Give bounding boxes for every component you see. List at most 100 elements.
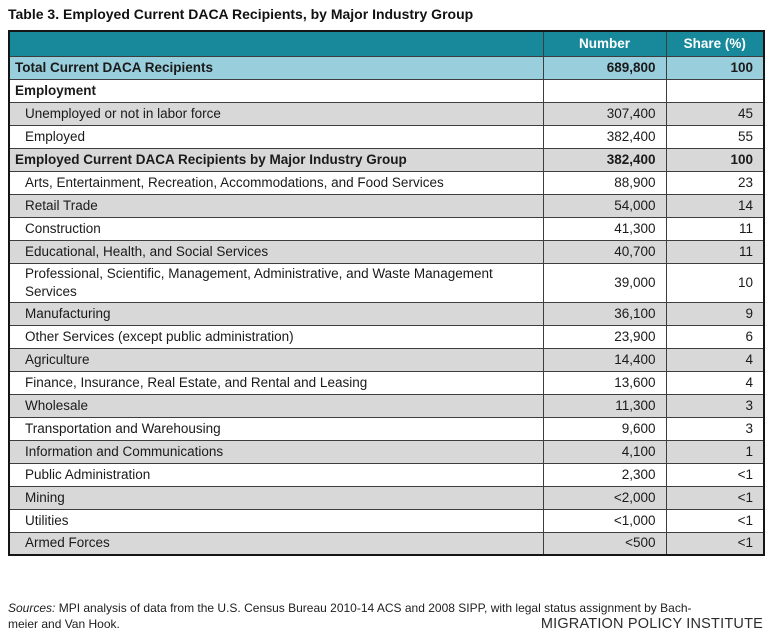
- row-share: 45: [665, 101, 765, 126]
- row-number: 307,400: [542, 101, 667, 126]
- row-number: 14,400: [542, 347, 667, 372]
- row-share: <1: [665, 462, 765, 487]
- row-label: Information and Communications: [8, 439, 544, 464]
- row-share: <1: [665, 508, 765, 533]
- row-label: Mining: [8, 485, 544, 510]
- table-body: Total Current DACA Recipients 689,800 100 E…: [8, 55, 765, 556]
- sources-note-line2: meier and Van Hook.: [8, 617, 120, 631]
- table-row: Mining <2,000 <1: [8, 485, 765, 510]
- row-share: <1: [665, 531, 765, 556]
- row-share: 55: [665, 124, 765, 149]
- row-number: 382,400: [542, 147, 667, 172]
- row-label: Educational, Health, and Social Services: [8, 239, 544, 264]
- row-number: 11,300: [542, 393, 667, 418]
- footer-line2: meier and Van Hook. MIGRATION POLICY INS…: [8, 617, 763, 632]
- row-share: 14: [665, 193, 765, 218]
- row-number: 382,400: [542, 124, 667, 149]
- row-label: Total Current DACA Recipients: [8, 55, 544, 80]
- row-share: 100: [665, 147, 765, 172]
- table-row: Transportation and Warehousing 9,600 3: [8, 416, 765, 441]
- table-row: Construction 41,300 11: [8, 216, 765, 241]
- table-row: Employed Current DACA Recipients by Majo…: [8, 147, 765, 172]
- row-number: 41,300: [542, 216, 667, 241]
- row-label: Utilities: [8, 508, 544, 533]
- row-label: Unemployed or not in labor force: [8, 101, 544, 126]
- table-row: Unemployed or not in labor force 307,400 4…: [8, 101, 765, 126]
- row-label: Arts, Entertainment, Recreation, Accommo…: [8, 170, 544, 195]
- table-title: Table 3. Employed Current DACA Recipient…: [8, 6, 474, 22]
- row-label: Wholesale: [8, 393, 544, 418]
- table-row: Finance, Insurance, Real Estate, and Ren…: [8, 370, 765, 395]
- daca-industry-table: Number Share (%) Total Current DACA Reci…: [8, 30, 765, 556]
- row-share: 100: [665, 55, 765, 80]
- row-label: Employed: [8, 124, 544, 149]
- row-share: 1: [665, 439, 765, 464]
- row-share: 3: [665, 416, 765, 441]
- table-row: Utilities <1,000 <1: [8, 508, 765, 533]
- table-row: Retail Trade 54,000 14: [8, 193, 765, 218]
- header-cell-number: Number: [542, 30, 667, 57]
- table-row: Other Services (except public administra…: [8, 324, 765, 349]
- row-number: 13,600: [542, 370, 667, 395]
- row-share: 4: [665, 347, 765, 372]
- row-number: [542, 78, 667, 103]
- table-row: Educational, Health, and Social Services…: [8, 239, 765, 264]
- row-label: Public Administration: [8, 462, 544, 487]
- table-row: Public Administration 2,300 <1: [8, 462, 765, 487]
- table-header: Number Share (%): [8, 30, 765, 57]
- table-footer: Sources: MPI analysis of data from the U…: [8, 601, 763, 632]
- table-row: Wholesale 11,300 3: [8, 393, 765, 418]
- row-label: Employed Current DACA Recipients by Majo…: [8, 147, 544, 172]
- row-share: 10: [665, 262, 765, 303]
- table-row: Agriculture 14,400 4: [8, 347, 765, 372]
- row-share: 11: [665, 239, 765, 264]
- row-number: 88,900: [542, 170, 667, 195]
- row-number: <500: [542, 531, 667, 556]
- row-number: 2,300: [542, 462, 667, 487]
- row-number: 36,100: [542, 301, 667, 326]
- row-number: 689,800: [542, 55, 667, 80]
- row-share: 11: [665, 216, 765, 241]
- header-cell-label: [8, 30, 544, 57]
- row-number: 40,700: [542, 239, 667, 264]
- row-number: 23,900: [542, 324, 667, 349]
- row-share: 4: [665, 370, 765, 395]
- brand-wordmark: MIGRATION POLICY INSTITUTE: [540, 616, 763, 632]
- table-row: Manufacturing 36,100 9: [8, 301, 765, 326]
- row-label: Employment: [8, 78, 544, 103]
- sources-text: MPI analysis of data from the U.S. Censu…: [55, 601, 692, 615]
- row-number: 9,600: [542, 416, 667, 441]
- row-number: 39,000: [542, 262, 667, 303]
- table-row: Armed Forces <500 <1: [8, 531, 765, 556]
- row-number: <2,000: [542, 485, 667, 510]
- table-row: Professional, Scientific, Management, Ad…: [8, 262, 765, 303]
- table-row: Total Current DACA Recipients 689,800 100: [8, 55, 765, 80]
- row-share: 23: [665, 170, 765, 195]
- sources-label: Sources:: [8, 601, 56, 615]
- row-share: <1: [665, 485, 765, 510]
- row-label: Other Services (except public administra…: [8, 324, 544, 349]
- row-number: 4,100: [542, 439, 667, 464]
- row-share: 9: [665, 301, 765, 326]
- table-row: Employment: [8, 78, 765, 103]
- row-share: [665, 78, 765, 103]
- row-number: 54,000: [542, 193, 667, 218]
- sources-note-line1: Sources: MPI analysis of data from the U…: [8, 601, 763, 616]
- header-row: Number Share (%): [8, 30, 765, 57]
- row-label: Construction: [8, 216, 544, 241]
- table-row: Arts, Entertainment, Recreation, Accommo…: [8, 170, 765, 195]
- row-label: Retail Trade: [8, 193, 544, 218]
- row-label: Professional, Scientific, Management, Ad…: [8, 262, 544, 303]
- row-label: Transportation and Warehousing: [8, 416, 544, 441]
- row-label: Finance, Insurance, Real Estate, and Ren…: [8, 370, 544, 395]
- table-row: Employed 382,400 55: [8, 124, 765, 149]
- row-label: Manufacturing: [8, 301, 544, 326]
- table-row: Information and Communications 4,100 1: [8, 439, 765, 464]
- row-label: Armed Forces: [8, 531, 544, 556]
- header-cell-share: Share (%): [665, 30, 765, 57]
- row-share: 3: [665, 393, 765, 418]
- row-label: Agriculture: [8, 347, 544, 372]
- row-number: <1,000: [542, 508, 667, 533]
- row-share: 6: [665, 324, 765, 349]
